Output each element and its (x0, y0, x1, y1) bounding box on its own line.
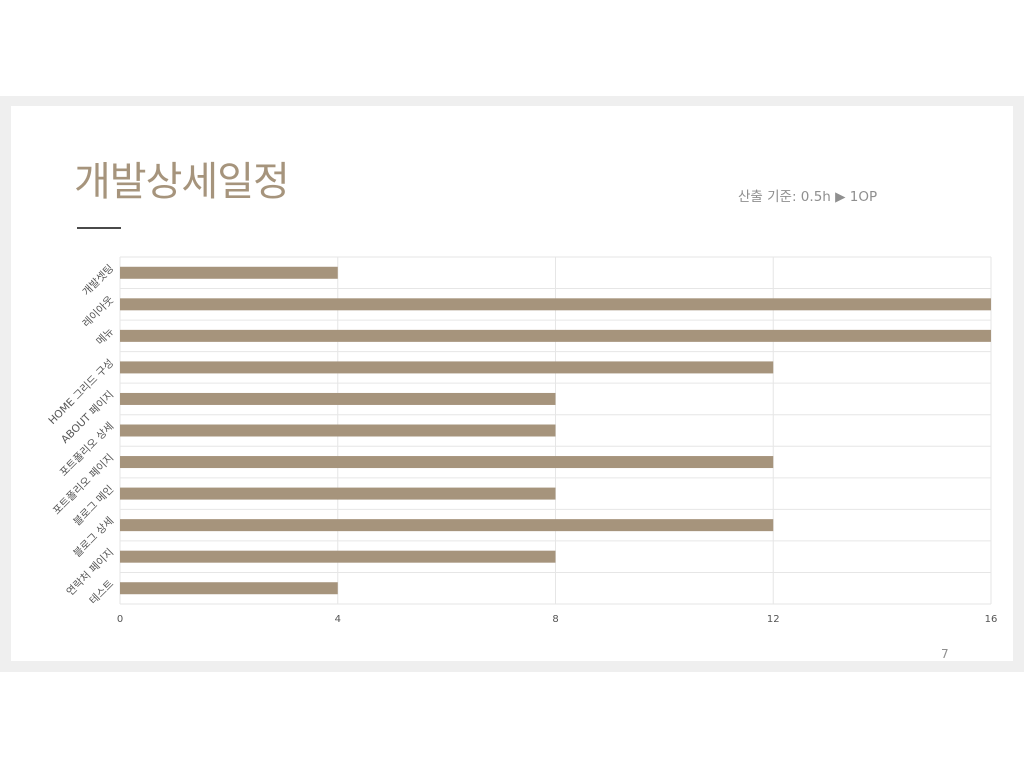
bar (120, 424, 556, 437)
bar (120, 456, 774, 469)
x-tick-label: 12 (767, 614, 780, 625)
slide: 개발상세일정 산출 기준: 0.5h ▶ 1OP 0 4 8 12 16 개발셋팅 레이아웃… (11, 106, 1013, 661)
slide-title: 개발상세일정 (74, 159, 290, 205)
x-tick-label: 8 (552, 614, 558, 625)
bar (120, 361, 774, 374)
slide-frame: 개발상세일정 산출 기준: 0.5h ▶ 1OP 0 4 8 12 16 개발셋팅 레이아웃… (0, 96, 1024, 672)
category-label: 개발셋팅 (80, 263, 116, 299)
bar (120, 519, 774, 532)
x-tick-label: 0 (117, 614, 123, 625)
category-label: 레이아웃 (80, 294, 116, 330)
category-label: 테스트 (87, 578, 116, 607)
x-tick-label: 4 (335, 614, 341, 625)
category-label: 메뉴 (94, 325, 116, 347)
bar (120, 487, 556, 500)
x-tick-label: 16 (985, 614, 998, 625)
title-underline (77, 227, 121, 229)
bar (120, 550, 556, 563)
bar (120, 392, 556, 405)
bar (120, 266, 338, 279)
page-number: 7 (941, 647, 949, 661)
bar (120, 582, 338, 595)
bar (120, 329, 991, 342)
calculation-basis-note: 산출 기준: 0.5h ▶ 1OP (738, 189, 878, 205)
bar (120, 298, 991, 311)
